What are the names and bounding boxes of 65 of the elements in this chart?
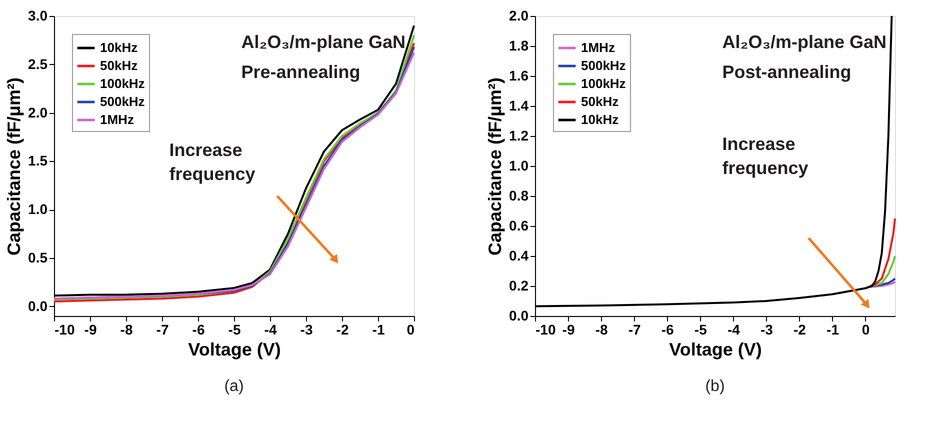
x-tick-label: -3 [760, 322, 774, 338]
y-tick-label: 0.6 [509, 218, 529, 234]
x-tick-label: 0 [862, 322, 870, 338]
legend-label: 500kHz [581, 58, 626, 73]
y-tick-label: 0.0 [509, 308, 529, 324]
line-series [869, 278, 896, 288]
legend-label: 50kHz [100, 58, 138, 73]
y-tick-label: 2.0 [509, 8, 529, 24]
annotation: Al₂O₃/m-plane GaN [241, 32, 406, 52]
x-tick-label: -9 [562, 322, 575, 338]
y-tick-label: 0.2 [509, 278, 529, 294]
x-tick-label: -4 [727, 322, 740, 338]
y-tick-label: 1.0 [28, 201, 48, 218]
line-series [869, 255, 896, 288]
x-tick-label: -1 [826, 322, 840, 338]
y-tick-label: 2.0 [28, 104, 48, 120]
x-tick-label: -4 [264, 322, 277, 338]
legend-label: 50kHz [581, 94, 620, 109]
x-tick-label: 0 [406, 322, 415, 338]
legend-label: 10kHz [100, 40, 138, 55]
x-tick-label: -6 [661, 322, 674, 338]
y-tick-label: 1.4 [509, 98, 529, 114]
x-tick-label: -2 [793, 322, 806, 338]
x-tick-label: -9 [84, 322, 97, 338]
y-axis-title: Capacitance (fF/μm²) [4, 77, 24, 256]
text: (a) [224, 378, 244, 395]
y-tick-label: 0.8 [509, 188, 529, 204]
annotation: Increase frequency [722, 134, 808, 178]
line-series [869, 218, 896, 287]
annotation: Pre-annealing [241, 62, 360, 82]
legend-label: 100kHz [100, 76, 146, 91]
y-tick-label: 1.5 [28, 152, 48, 169]
legend-label: 100kHz [581, 76, 626, 91]
x-axis-title: Voltage (V) [669, 340, 762, 360]
x-tick-label: -3 [300, 322, 313, 338]
x-tick-label: -5 [228, 322, 241, 338]
x-tick-label: -8 [595, 322, 608, 338]
x-tick-label: -10 [536, 322, 556, 338]
legend-label: 1MHz [581, 40, 616, 55]
x-tick-label: -5 [694, 322, 708, 338]
y-tick-label: 0.5 [28, 249, 48, 266]
y-tick-label: 0.0 [28, 298, 48, 314]
legend-label: 10kHz [581, 112, 620, 127]
legend-label: 500kHz [100, 94, 146, 109]
x-tick-label: -10 [54, 322, 75, 338]
x-tick-label: -7 [156, 322, 169, 338]
y-tick-label: 1.0 [509, 158, 529, 174]
x-tick-label: -8 [120, 322, 133, 338]
x-tick-label: -2 [336, 322, 349, 338]
y-tick-label: 1.2 [509, 128, 529, 144]
annotation: Al₂O₃/m-plane GaN [722, 32, 887, 52]
x-tick-label: -1 [372, 322, 385, 338]
legend-label: 1MHz [100, 112, 134, 127]
x-tick-label: -7 [628, 322, 642, 338]
y-tick-label: 1.8 [509, 38, 529, 54]
y-tick-label: 3.0 [28, 8, 48, 24]
annotation: Increase frequency [169, 140, 256, 184]
x-axis-title: Voltage (V) [188, 340, 281, 360]
y-axis-title: Capacitance (fF/μm²) [485, 77, 506, 256]
y-tick-label: 2.5 [28, 56, 48, 72]
text: (b) [705, 378, 725, 395]
x-tick-label: -6 [192, 322, 205, 338]
y-tick-label: 1.6 [509, 68, 529, 84]
y-tick-label: 0.4 [509, 248, 529, 264]
annotation: Post-annealing [722, 62, 852, 82]
